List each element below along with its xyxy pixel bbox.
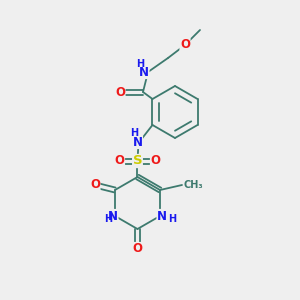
Text: H: H — [130, 128, 139, 138]
Text: H: H — [168, 214, 176, 224]
Text: N: N — [157, 209, 167, 223]
Text: O: O — [90, 178, 100, 191]
Text: N: N — [108, 209, 118, 223]
Text: S: S — [133, 154, 142, 167]
Text: O: O — [180, 38, 190, 52]
Text: N: N — [133, 136, 142, 148]
Text: CH₃: CH₃ — [184, 180, 204, 190]
Text: O: O — [151, 154, 160, 167]
Text: O: O — [133, 242, 142, 256]
Text: H: H — [136, 59, 144, 69]
Text: H: H — [104, 214, 112, 224]
Text: N: N — [139, 65, 149, 79]
Text: O: O — [115, 154, 124, 167]
Text: O: O — [115, 85, 125, 98]
